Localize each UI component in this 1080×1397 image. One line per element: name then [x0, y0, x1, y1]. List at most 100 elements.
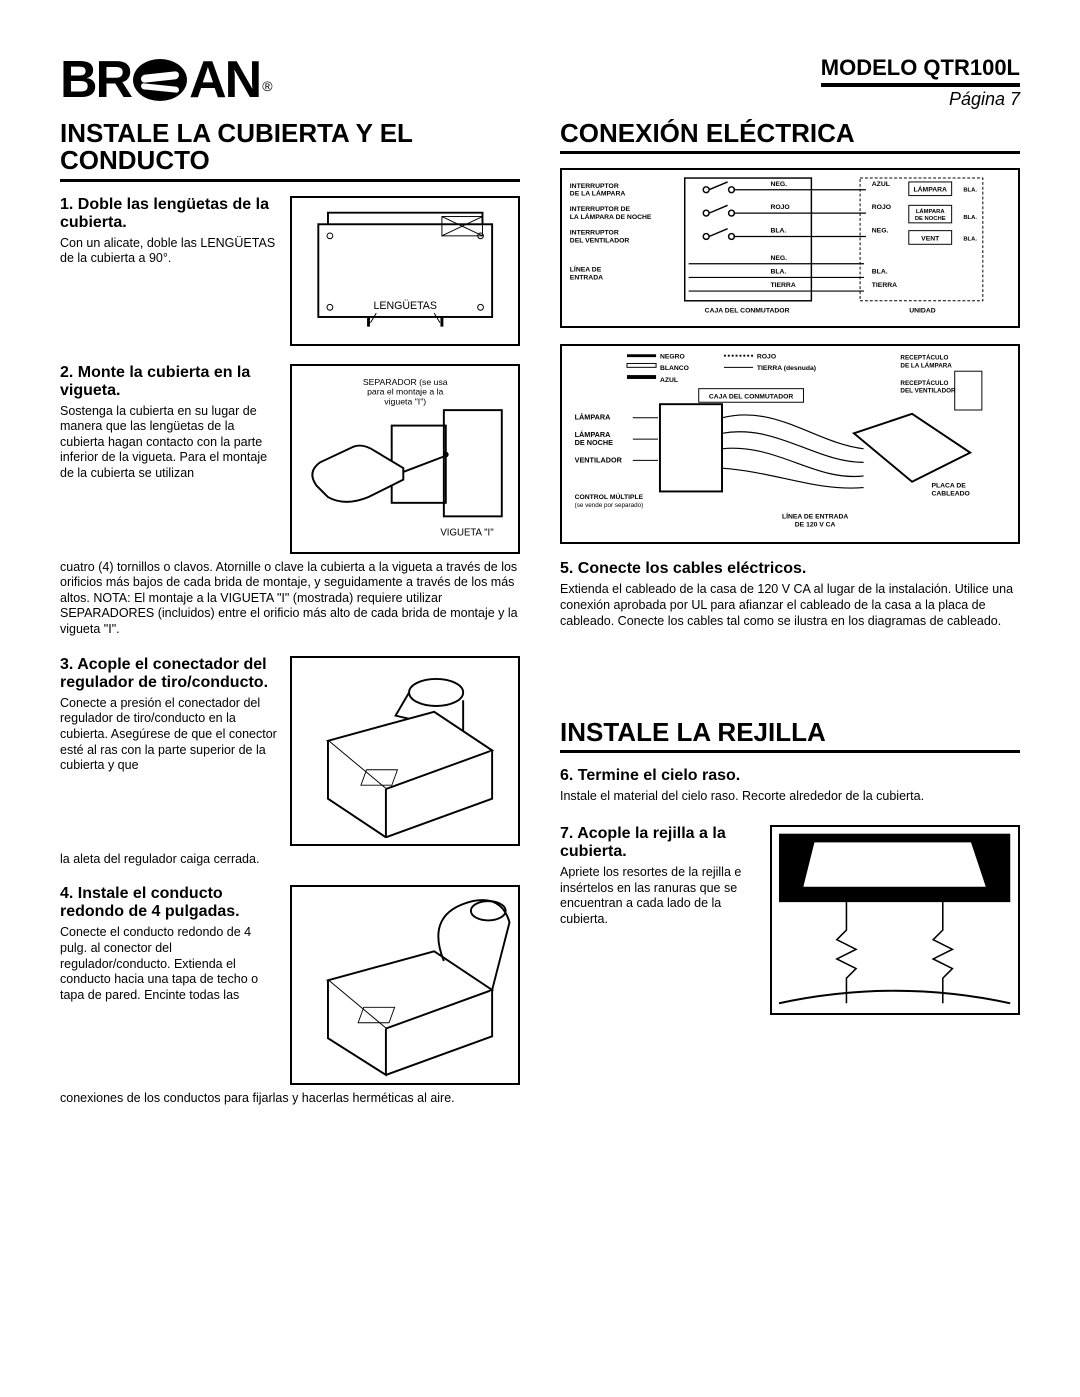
step-5-body: Extienda el cableado de la casa de 120 V…: [560, 582, 1020, 629]
step-4-text: 4. Instale el conducto redondo de 4 pulg…: [60, 885, 278, 1085]
step-7: 7. Acople la rejilla a la cubierta. Apri…: [560, 825, 1020, 1015]
step-1: 1. Doble las lengüetas de la cubierta. C…: [60, 196, 520, 346]
step-4-body: Conecte el conducto redondo de 4 pulg. a…: [60, 925, 278, 1003]
svg-text:ROJO: ROJO: [872, 205, 891, 212]
step-4: 4. Instale el conducto redondo de 4 pulg…: [60, 885, 520, 1085]
svg-text:AZUL: AZUL: [660, 377, 678, 384]
step-2-text: 2. Monte la cubierta en la vigueta. Sost…: [60, 364, 278, 554]
step-6-head: 6. Termine el cielo raso.: [560, 767, 1020, 785]
svg-text:DEL VENTILADOR: DEL VENTILADOR: [900, 388, 956, 395]
svg-text:BLA.: BLA.: [963, 188, 977, 194]
svg-text:BLA.: BLA.: [770, 228, 786, 235]
left-column: INSTALE LA CUBIERTA Y EL CONDUCTO 1. Dob…: [60, 120, 520, 1125]
svg-text:CONTROL MÚLTIPLE: CONTROL MÚLTIPLE: [575, 493, 644, 502]
registered-mark: ®: [262, 78, 270, 94]
step-7-text: 7. Acople la rejilla a la cubierta. Apri…: [560, 825, 758, 1015]
model-number: MODELO QTR100L: [821, 55, 1020, 87]
logo-text-right: AN: [189, 50, 260, 110]
svg-text:DE NOCHE: DE NOCHE: [575, 438, 614, 447]
svg-text:ROJO: ROJO: [770, 205, 789, 212]
svg-text:CAJA DEL CONMUTADOR: CAJA DEL CONMUTADOR: [705, 308, 790, 315]
svg-text:INTERRUPTOR: INTERRUPTOR: [570, 230, 619, 237]
step-4-figure: [290, 885, 520, 1085]
svg-text:DE LA LÁMPARA: DE LA LÁMPARA: [570, 189, 626, 198]
damper-connector-icon: [299, 663, 511, 838]
svg-text:DE NOCHE: DE NOCHE: [915, 216, 946, 222]
svg-text:para el montaje a la: para el montaje a la: [367, 387, 443, 397]
physical-wiring-icon: NEGRO BLANCO AZUL ROJO TIERRA (desnuda) …: [562, 346, 991, 530]
page-number: Página 7: [821, 89, 1020, 110]
spacer: [560, 649, 1020, 719]
svg-text:CAJA DEL CONMUTADOR: CAJA DEL CONMUTADOR: [709, 394, 794, 401]
content-columns: INSTALE LA CUBIERTA Y EL CONDUCTO 1. Dob…: [60, 120, 1020, 1125]
wiring-schematic-icon: INTERRUPTOR DE LA LÁMPARA INTERRUPTOR DE…: [562, 170, 991, 317]
brand-logo: BR AN ®: [60, 50, 269, 110]
physical-wiring-figure: NEGRO BLANCO AZUL ROJO TIERRA (desnuda) …: [560, 344, 1020, 544]
svg-text:LENGÜETAS: LENGÜETAS: [373, 300, 436, 312]
logo-text-left: BR: [60, 50, 131, 110]
step-3-text: 3. Acople el conectador del regulador de…: [60, 656, 278, 846]
step-3-figure: [290, 656, 520, 846]
svg-text:LÍNEA DE: LÍNEA DE: [570, 265, 602, 274]
wiring-schematic-figure: INTERRUPTOR DE LA LÁMPARA INTERRUPTOR DE…: [560, 168, 1020, 328]
svg-text:NEG.: NEG.: [872, 228, 889, 235]
step-3: 3. Acople el conectador del regulador de…: [60, 656, 520, 846]
step-1-body: Con un alicate, doble las LENGÜETAS de l…: [60, 236, 278, 267]
model-block: MODELO QTR100L Página 7: [821, 55, 1020, 110]
step-2-head: 2. Monte la cubierta en la vigueta.: [60, 364, 278, 400]
svg-text:LÁMPARA: LÁMPARA: [916, 208, 945, 215]
section-title-electrical: CONEXIÓN ELÉCTRICA: [560, 120, 1020, 154]
step-7-head: 7. Acople la rejilla a la cubierta.: [560, 825, 758, 861]
step-2: 2. Monte la cubierta en la vigueta. Sost…: [60, 364, 520, 554]
svg-text:INTERRUPTOR: INTERRUPTOR: [570, 183, 619, 190]
step-1-figure: LENGÜETAS: [290, 196, 520, 346]
svg-text:LÍNEA DE ENTRADA: LÍNEA DE ENTRADA: [782, 512, 848, 521]
right-column: CONEXIÓN ELÉCTRICA INTERRUPTOR DE LA LÁM…: [560, 120, 1020, 1125]
step-5-head: 5. Conecte los cables eléctricos.: [560, 560, 1020, 578]
svg-text:ENTRADA: ENTRADA: [570, 275, 603, 282]
step-6-body: Instale el material del cielo raso. Reco…: [560, 789, 1020, 805]
svg-text:(se vende por separado): (se vende por separado): [575, 502, 644, 509]
svg-text:LÁMPARA: LÁMPARA: [913, 185, 947, 194]
svg-text:DE LA LÁMPARA: DE LA LÁMPARA: [900, 361, 952, 370]
svg-text:vigueta "I"): vigueta "I"): [384, 397, 426, 407]
housing-tabs-icon: LENGÜETAS: [299, 202, 511, 339]
svg-text:INTERRUPTOR DE: INTERRUPTOR DE: [570, 206, 631, 213]
step-3-body: Conecte a presión el conectador del regu…: [60, 696, 278, 774]
step-3-head: 3. Acople el conectador del regulador de…: [60, 656, 278, 692]
svg-text:BLA.: BLA.: [872, 269, 888, 276]
section-title-grille: INSTALE LA REJILLA: [560, 719, 1020, 753]
svg-text:NEG.: NEG.: [770, 255, 787, 262]
svg-text:VENT: VENT: [921, 236, 940, 243]
svg-text:NEGRO: NEGRO: [660, 354, 685, 361]
step-1-head: 1. Doble las lengüetas de la cubierta.: [60, 196, 278, 232]
svg-text:LÁMPARA: LÁMPARA: [575, 413, 612, 422]
svg-text:DE 120 V CA: DE 120 V CA: [795, 522, 836, 529]
svg-text:BLA.: BLA.: [770, 269, 786, 276]
page-header: BR AN ® MODELO QTR100L Página 7: [60, 50, 1020, 110]
logo-mark-icon: [133, 59, 187, 101]
svg-text:AZUL: AZUL: [872, 181, 890, 188]
drill-joist-icon: SEPARADOR (se usa para el montaje a la v…: [299, 371, 511, 546]
step-1-text: 1. Doble las lengüetas de la cubierta. C…: [60, 196, 278, 346]
svg-text:TIERRA: TIERRA: [872, 282, 897, 289]
svg-text:VENTILADOR: VENTILADOR: [575, 456, 623, 465]
svg-text:SEPARADOR (se usa: SEPARADOR (se usa: [363, 377, 448, 387]
svg-text:TIERRA (desnuda): TIERRA (desnuda): [757, 366, 816, 373]
svg-text:LA LÁMPARA DE NOCHE: LA LÁMPARA DE NOCHE: [570, 212, 652, 221]
svg-text:BLA.: BLA.: [963, 237, 977, 243]
step-7-body: Apriete los resortes de la rejilla e ins…: [560, 865, 758, 928]
svg-text:UNIDAD: UNIDAD: [909, 308, 936, 315]
svg-text:DEL VENTILADOR: DEL VENTILADOR: [570, 238, 630, 245]
svg-text:NEG.: NEG.: [770, 181, 787, 188]
round-duct-icon: [299, 893, 511, 1077]
svg-text:TIERRA: TIERRA: [770, 282, 795, 289]
section-title-install-cover: INSTALE LA CUBIERTA Y EL CONDUCTO: [60, 120, 520, 182]
svg-text:VIGUETA "I": VIGUETA "I": [440, 528, 494, 539]
step-4-continuation: conexiones de los conductos para fijarla…: [60, 1091, 520, 1107]
svg-text:ROJO: ROJO: [757, 354, 776, 361]
svg-text:BLANCO: BLANCO: [660, 366, 689, 373]
svg-text:BLA.: BLA.: [963, 215, 977, 221]
step-3-continuation: la aleta del regulador caiga cerrada.: [60, 852, 520, 868]
svg-text:PLACA DE: PLACA DE: [931, 483, 966, 490]
